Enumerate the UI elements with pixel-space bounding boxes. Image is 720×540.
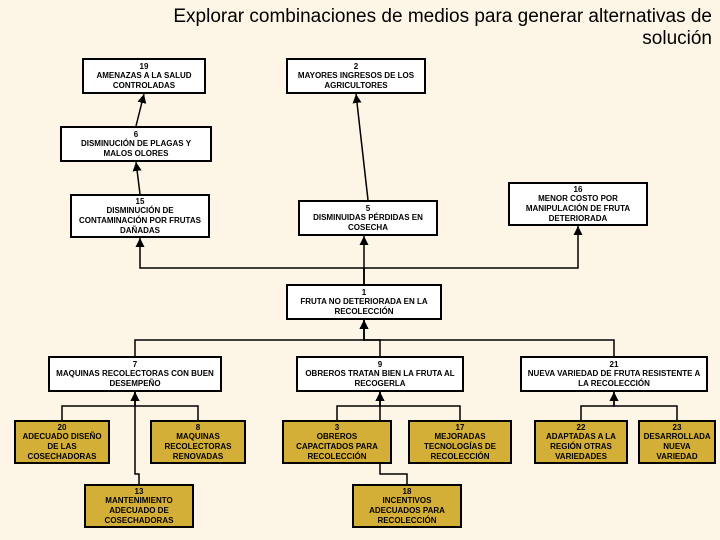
diagram-title: Explorar combinaciones de medios para ge…: [160, 6, 712, 50]
node-16: 16MENOR COSTO POR MANIPULACIÓN DE FRUTA …: [508, 182, 648, 226]
edge-n21-n1: [364, 320, 614, 356]
edge-n17-n9: [380, 392, 460, 420]
edge-n6-n19: [136, 94, 144, 126]
edge-n15-n6: [136, 162, 140, 194]
node-17: 17MEJORADAS TECNOLOGÍAS DE RECOLECCIÓN: [408, 420, 512, 464]
edge-n23-n21: [614, 392, 677, 420]
node-19: 19AMENAZAS A LA SALUD CONTROLADAS: [82, 58, 206, 94]
node-21: 21NUEVA VARIEDAD DE FRUTA RESISTENTE A L…: [520, 356, 708, 392]
node-1: 1FRUTA NO DETERIORADA EN LA RECOLECCIÓN: [286, 284, 442, 320]
edge-n22-n21: [581, 392, 614, 420]
node-5: 5DISMINUIDAS PÉRDIDAS EN COSECHA: [298, 200, 438, 236]
edge-n8-n7: [135, 392, 198, 420]
node-6: 6DISMINUCIÓN DE PLAGAS Y MALOS OLORES: [60, 126, 212, 162]
edge-n13-n7: [135, 392, 139, 484]
node-9: 9OBREROS TRATAN BIEN LA FRUTA AL RECOGER…: [296, 356, 464, 392]
node-18: 18INCENTIVOS ADECUADOS PARA RECOLECCIÓN: [352, 484, 462, 528]
node-2: 2MAYORES INGRESOS DE LOS AGRICULTORES: [286, 58, 426, 94]
node-20: 20ADECUADO DISEÑO DE LAS COSECHADORAS: [14, 420, 110, 464]
edge-n1-n15: [140, 238, 364, 284]
node-7: 7MAQUINAS RECOLECTORAS CON BUEN DESEMPEÑ…: [48, 356, 222, 392]
node-8: 8MAQUINAS RECOLECTORAS RENOVADAS: [150, 420, 246, 464]
node-3: 3OBREROS CAPACITADOS PARA RECOLECCIÓN: [282, 420, 392, 464]
node-23: 23DESARROLLADA NUEVA VARIEDAD: [638, 420, 716, 464]
edge-n7-n1: [135, 320, 364, 356]
edge-n5-n2: [356, 94, 368, 200]
node-13: 13MANTENIMIENTO ADECUADO DE COSECHADORAS: [84, 484, 194, 528]
node-15: 15DISMINUCIÓN DE CONTAMINACIÓN POR FRUTA…: [70, 194, 210, 238]
edge-n9-n1: [364, 320, 380, 356]
edge-n3-n9: [337, 392, 380, 420]
edge-n20-n7: [62, 392, 135, 420]
node-22: 22ADAPTADAS A LA REGIÓN OTRAS VARIEDADES: [534, 420, 628, 464]
